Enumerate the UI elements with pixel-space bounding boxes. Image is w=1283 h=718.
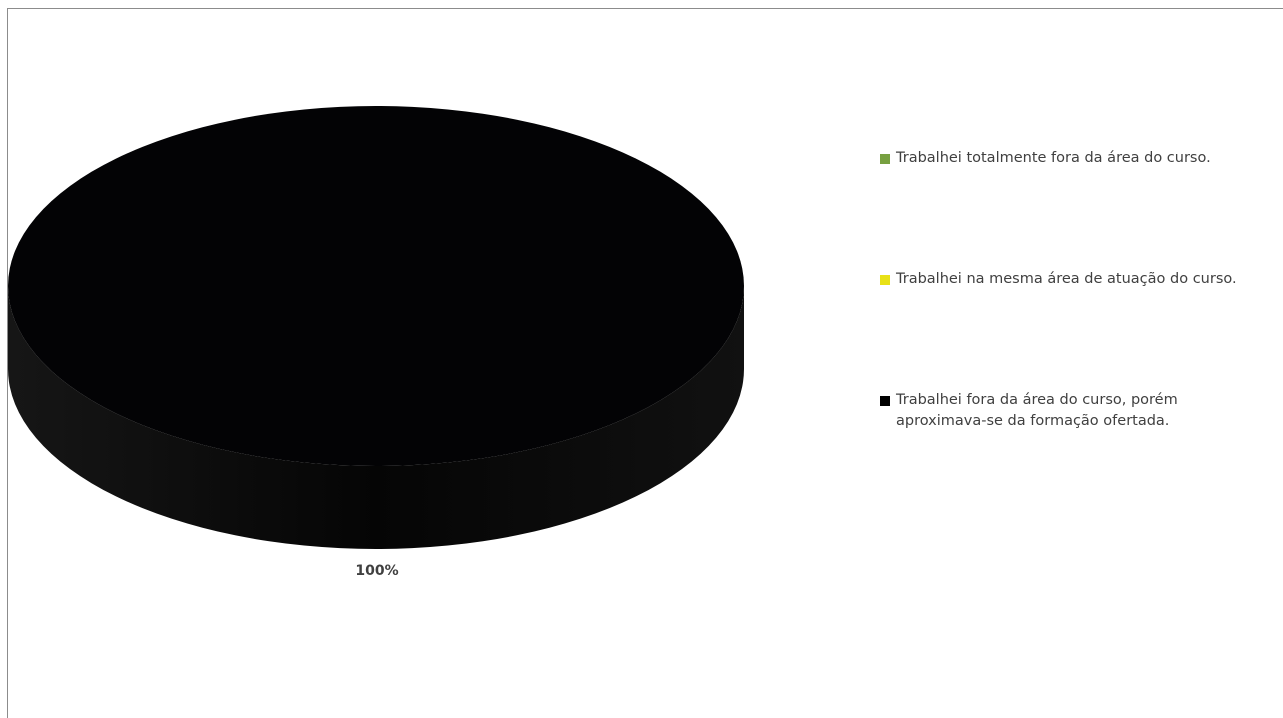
legend-label: Trabalhei na mesma área de atuação do cu… — [896, 271, 1237, 287]
legend-item: Trabalhei fora da área do curso, porém a… — [880, 390, 1226, 432]
legend-swatch-yellow — [880, 275, 890, 285]
legend-swatch-green — [880, 154, 890, 164]
legend-label: Trabalhei fora da área do curso, porém a… — [896, 392, 1178, 429]
legend-swatch-black — [880, 396, 890, 406]
legend-label: Trabalhei totalmente fora da área do cur… — [896, 150, 1211, 166]
data-label-slice-2: 100% — [355, 563, 399, 579]
legend-item: Trabalhei totalmente fora da área do cur… — [880, 148, 1276, 169]
pie-slice-side-2 — [8, 286, 744, 549]
pie-slice-2 — [8, 106, 744, 466]
legend-item: Trabalhei na mesma área de atuação do cu… — [880, 269, 1276, 290]
